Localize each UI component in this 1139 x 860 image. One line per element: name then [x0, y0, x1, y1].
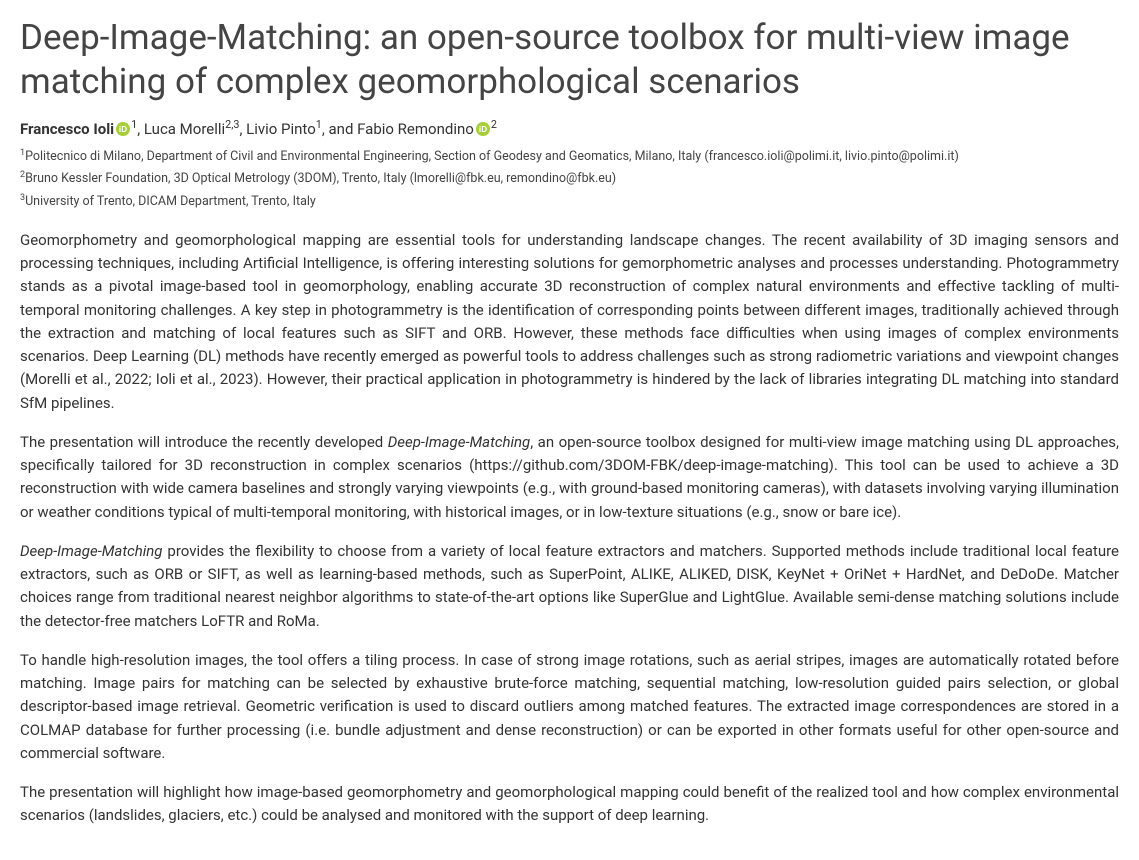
author-affil-sup: 1	[131, 118, 137, 131]
page-title: Deep-Image-Matching: an open-source tool…	[20, 16, 1119, 104]
author-affil-sup: 2,3	[225, 118, 239, 131]
tool-name-emphasis: Deep-Image-Matching	[20, 542, 162, 560]
svg-text:iD: iD	[119, 124, 127, 133]
abstract-paragraph: Geomorphometry and geomorphological mapp…	[20, 229, 1119, 415]
abstract-paragraph: Deep-Image-Matching provides the flexibi…	[20, 540, 1119, 633]
orcid-icon[interactable]: iD	[116, 122, 130, 136]
affiliation-text: Politecnico di Milano, Department of Civ…	[25, 149, 959, 164]
affiliation-item: 2Bruno Kessler Foundation, 3D Optical Me…	[20, 169, 1119, 188]
affiliation-item: 3University of Trento, DICAM Department,…	[20, 192, 1119, 211]
author-list: Francesco IoliiD1, Luca Morelli2,3, Livi…	[20, 118, 1119, 141]
orcid-icon[interactable]: iD	[476, 122, 490, 136]
abstract-paragraph: To handle high-resolution images, the to…	[20, 649, 1119, 765]
paragraph-text: provides the flexibility to choose from …	[20, 542, 1119, 630]
author-affil-sup: 1	[316, 118, 322, 131]
affiliation-text: Bruno Kessler Foundation, 3D Optical Met…	[25, 171, 616, 186]
affiliation-list: 1Politecnico di Milano, Department of Ci…	[20, 147, 1119, 211]
author-affil-sup: 2	[491, 118, 497, 131]
paragraph-text: The presentation will introduce the rece…	[20, 433, 388, 451]
affiliation-text: University of Trento, DICAM Department, …	[25, 194, 316, 209]
abstract-paragraph: The presentation will introduce the rece…	[20, 431, 1119, 524]
tool-name-emphasis: Deep-Image-Matching	[388, 433, 530, 451]
author-name: Luca Morelli	[144, 120, 225, 138]
affiliation-item: 1Politecnico di Milano, Department of Ci…	[20, 147, 1119, 166]
author-name: Livio Pinto	[246, 120, 316, 138]
author-name-lead: Francesco Ioli	[20, 120, 114, 138]
author-name: Fabio Remondino	[357, 120, 474, 138]
svg-text:iD: iD	[479, 124, 487, 133]
